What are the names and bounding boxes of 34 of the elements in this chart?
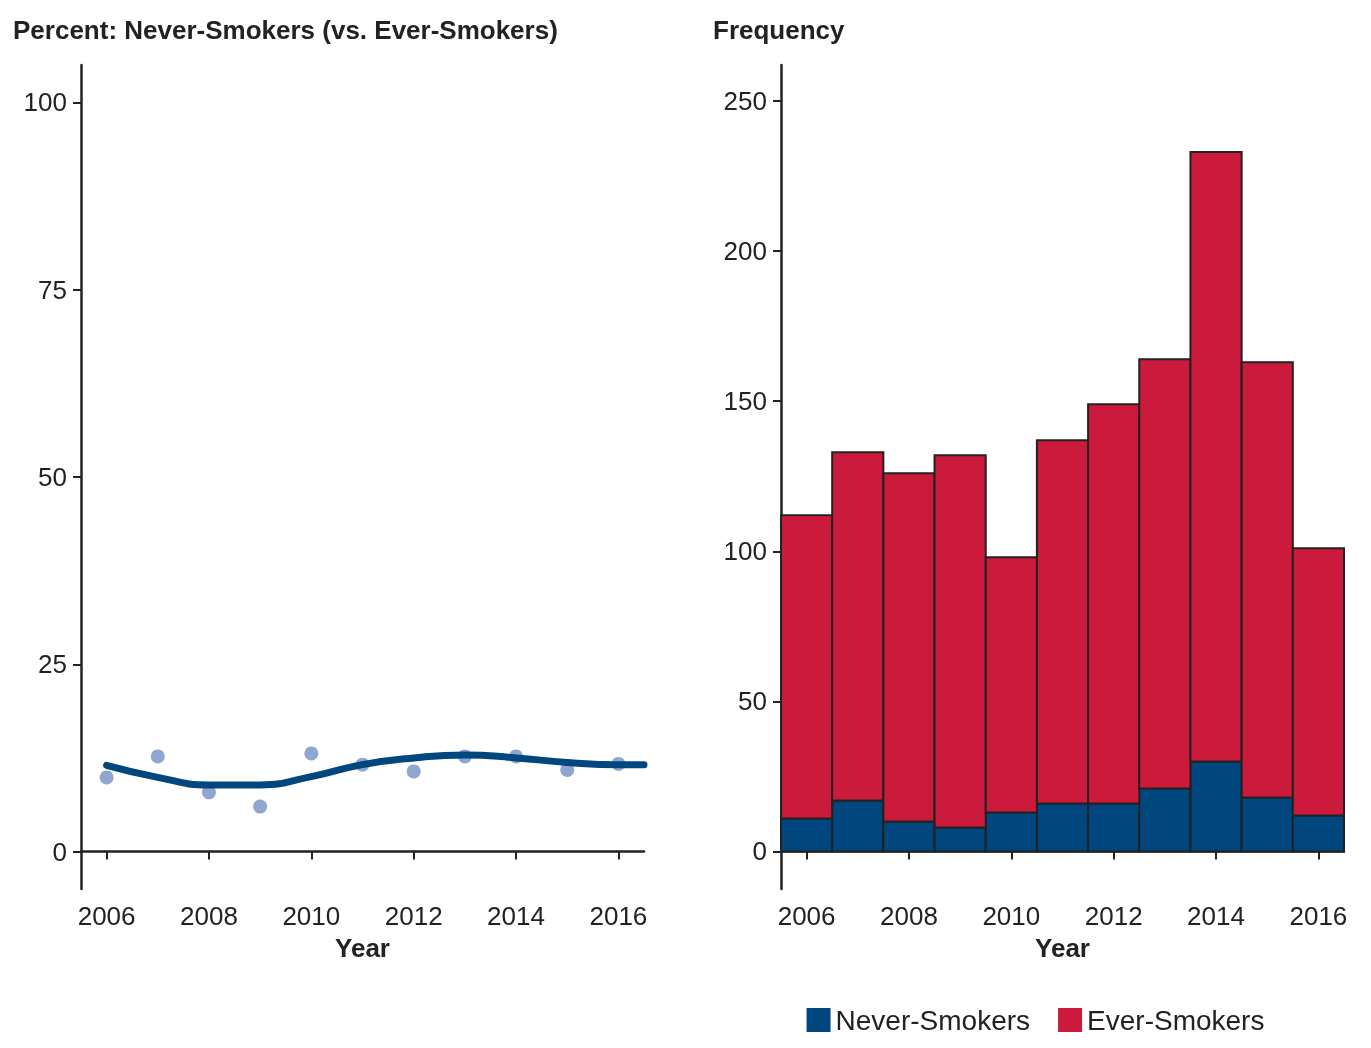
x-tick-label: 2014 xyxy=(1187,901,1245,931)
y-tick-label: 50 xyxy=(738,686,767,717)
y-tick-label: 50 xyxy=(38,462,67,492)
x-axis-title: Year xyxy=(1035,933,1090,963)
x-tick-label: 2016 xyxy=(589,901,648,931)
legend-label: Never-Smokers xyxy=(835,1004,1031,1036)
point xyxy=(99,770,114,785)
point xyxy=(150,749,165,764)
y-tick-label: 150 xyxy=(723,386,767,417)
y-tick-label: 0 xyxy=(52,836,67,867)
point xyxy=(304,746,319,761)
x-tick-label: 2010 xyxy=(282,901,341,931)
x-axis-title: Year xyxy=(335,933,390,963)
x-tick-label: 2008 xyxy=(180,901,238,931)
x-tick-label: 2010 xyxy=(982,901,1041,931)
legend-label: Ever-Smokers xyxy=(1087,1004,1265,1036)
y-tick-label: 75 xyxy=(38,274,67,305)
x-tick-label: 2008 xyxy=(880,901,938,931)
y-tick-label: 25 xyxy=(38,649,67,680)
point xyxy=(406,764,421,779)
x-tick-label: 2012 xyxy=(384,901,443,931)
x-tick-label: 2016 xyxy=(1289,901,1348,931)
y-tick-label: 100 xyxy=(723,536,767,567)
y-tick-label: 0 xyxy=(752,836,767,867)
x-tick-label: 2006 xyxy=(77,901,136,931)
x-tick-label: 2014 xyxy=(487,901,545,931)
y-tick-label: 250 xyxy=(723,86,767,117)
y-tick-label: 200 xyxy=(723,236,767,267)
chart-title: Percent: Never-Smokers (vs. Ever-Smokers) xyxy=(13,15,558,45)
point xyxy=(253,799,268,814)
chart-title: Frequency xyxy=(713,15,846,45)
x-tick-label: 2006 xyxy=(777,901,836,931)
x-tick-label: 2012 xyxy=(1084,901,1143,931)
y-tick-label: 100 xyxy=(23,87,67,118)
